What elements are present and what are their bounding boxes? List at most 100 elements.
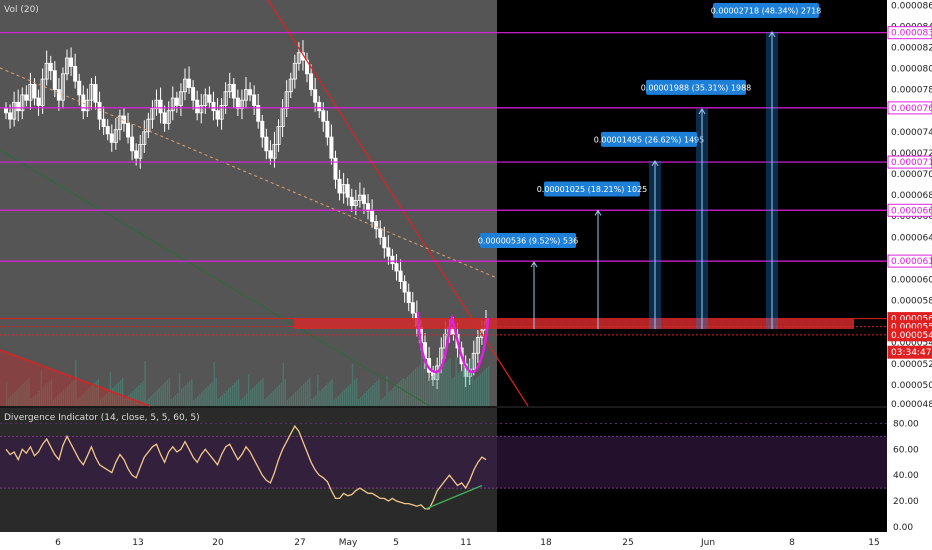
volume-bar xyxy=(20,386,22,406)
volume-bar xyxy=(335,398,337,406)
volume-bar xyxy=(453,377,455,406)
candle-body xyxy=(56,89,61,101)
volume-bar xyxy=(28,378,30,406)
candle-body xyxy=(398,270,403,282)
volume-bar xyxy=(363,393,366,406)
candle-body xyxy=(158,99,163,114)
volume-bar xyxy=(386,376,388,406)
volume-bar xyxy=(433,374,435,406)
date-tick-label: 11 xyxy=(460,538,471,548)
candle-body xyxy=(126,122,131,138)
volume-bar xyxy=(266,397,268,406)
date-tick-label: 15 xyxy=(868,538,879,548)
candle-body xyxy=(227,83,232,93)
volume-bar xyxy=(398,382,400,406)
price-line-tag-label: 0.00007627 xyxy=(891,104,932,114)
target-label: 0.00000536 (9.52%) 536 xyxy=(478,237,578,246)
volume-bar xyxy=(262,378,264,406)
volume-bar xyxy=(459,371,461,406)
volume-bar xyxy=(176,393,179,406)
volume-bar xyxy=(54,398,57,406)
candle-body xyxy=(345,184,350,198)
candle-body xyxy=(215,110,220,120)
volume-bar xyxy=(290,396,293,406)
volume-bar xyxy=(36,393,38,406)
candle-body xyxy=(60,73,65,101)
price-tick-label: 0.00004820 xyxy=(891,400,932,410)
price-tick-label: 0.00005400 xyxy=(891,339,932,349)
target-label-box xyxy=(544,181,640,197)
volume-bar xyxy=(339,394,341,406)
candle-body xyxy=(378,228,383,238)
volume-bar xyxy=(353,380,356,406)
candle-body xyxy=(207,94,212,103)
volume-bar xyxy=(126,397,128,406)
volume-bar xyxy=(388,392,390,406)
volume-bar xyxy=(347,386,350,406)
volume-bar xyxy=(107,392,110,406)
volume-bar xyxy=(447,360,449,406)
candle-body xyxy=(174,97,179,106)
price-line-tag-label: 0.00008340 xyxy=(891,29,932,39)
volume-bar xyxy=(144,361,146,406)
volume-bar xyxy=(195,398,197,406)
candle-body xyxy=(154,99,159,110)
volume-bar xyxy=(221,395,223,406)
volume-bar xyxy=(121,378,124,406)
volume-bar xyxy=(168,378,171,406)
candle-body xyxy=(36,97,41,106)
volume-bar xyxy=(317,375,319,406)
candle-body xyxy=(260,120,265,138)
target-arrowhead xyxy=(768,30,776,38)
volume-bar xyxy=(134,389,136,406)
volume-bar xyxy=(150,396,152,406)
candle-body xyxy=(248,89,253,96)
volume-bar xyxy=(481,372,484,406)
volume-bar xyxy=(280,383,282,406)
candle-body xyxy=(386,247,391,257)
volume-bar xyxy=(319,391,321,406)
volume-bar xyxy=(366,391,368,406)
candle-body xyxy=(105,126,110,135)
volume-bar xyxy=(32,397,34,406)
volume-bar xyxy=(24,382,26,406)
volume-bar xyxy=(211,382,213,406)
candle-body xyxy=(32,83,37,99)
volume-bar xyxy=(231,385,234,406)
candle-body xyxy=(284,91,289,110)
volume-bar xyxy=(351,364,354,406)
price-tick-label: 0.00008600 xyxy=(891,1,932,11)
volume-bar xyxy=(10,396,12,406)
volume-bar xyxy=(89,387,91,406)
candle-body xyxy=(211,101,216,112)
price-line-tag xyxy=(887,101,932,115)
price-axis-group: 0.000086000.000084000.000082000.00008000… xyxy=(887,1,932,410)
price-tick-label: 0.00006400 xyxy=(891,233,932,243)
volume-bar xyxy=(138,385,140,406)
oscillator-line xyxy=(5,424,487,510)
volume-bar xyxy=(142,381,144,406)
candle-body xyxy=(73,66,78,82)
volume-bar xyxy=(225,391,228,406)
candle-body xyxy=(93,83,98,103)
price-line-tag-label: 0.00006656 xyxy=(891,206,932,216)
volume-bar xyxy=(420,345,423,406)
price-tick-label: 0.00006800 xyxy=(891,191,932,201)
candles-group xyxy=(4,40,488,390)
volume-bar xyxy=(254,386,256,406)
price-lines-group xyxy=(0,32,887,336)
volume-bar xyxy=(227,389,230,406)
price-line-tag-label: 0.00005629 xyxy=(891,315,932,325)
volume-bar xyxy=(42,387,45,406)
volume-bar xyxy=(404,379,407,406)
volume-bar xyxy=(193,400,195,406)
candle-body xyxy=(89,83,94,101)
candle-body xyxy=(370,210,375,222)
volume-bar xyxy=(382,398,384,406)
volume-bar xyxy=(300,386,303,406)
volume-bar xyxy=(85,391,87,406)
candle-body xyxy=(130,136,135,152)
volume-bar xyxy=(26,380,28,406)
volume-bar xyxy=(136,387,138,406)
candle-body xyxy=(272,144,277,159)
